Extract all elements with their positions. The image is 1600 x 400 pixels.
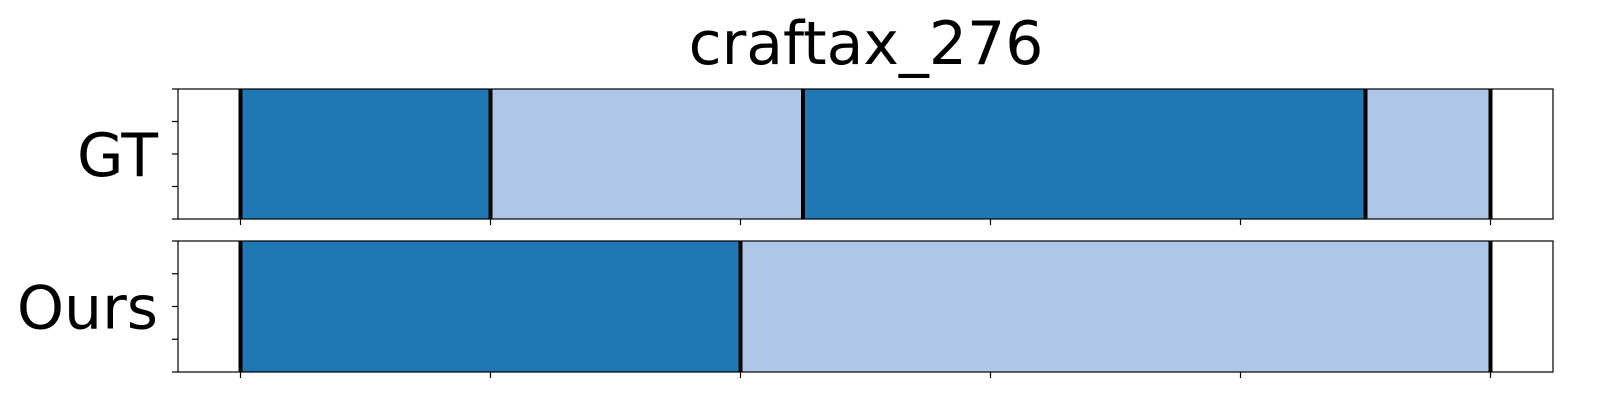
chart-title: craftax_276 bbox=[689, 9, 1044, 79]
segment-gt-1 bbox=[490, 89, 803, 219]
row-label-ours: Ours bbox=[17, 274, 158, 344]
row-label-gt: GT bbox=[77, 121, 158, 191]
segment-ours-1 bbox=[740, 241, 1491, 372]
segment-ours-0 bbox=[240, 241, 741, 372]
panels: GT Ours bbox=[17, 88, 1554, 378]
segment-gt-2 bbox=[803, 89, 1366, 219]
segment-gt-3 bbox=[1365, 89, 1491, 219]
segment-gt-0 bbox=[240, 89, 491, 219]
